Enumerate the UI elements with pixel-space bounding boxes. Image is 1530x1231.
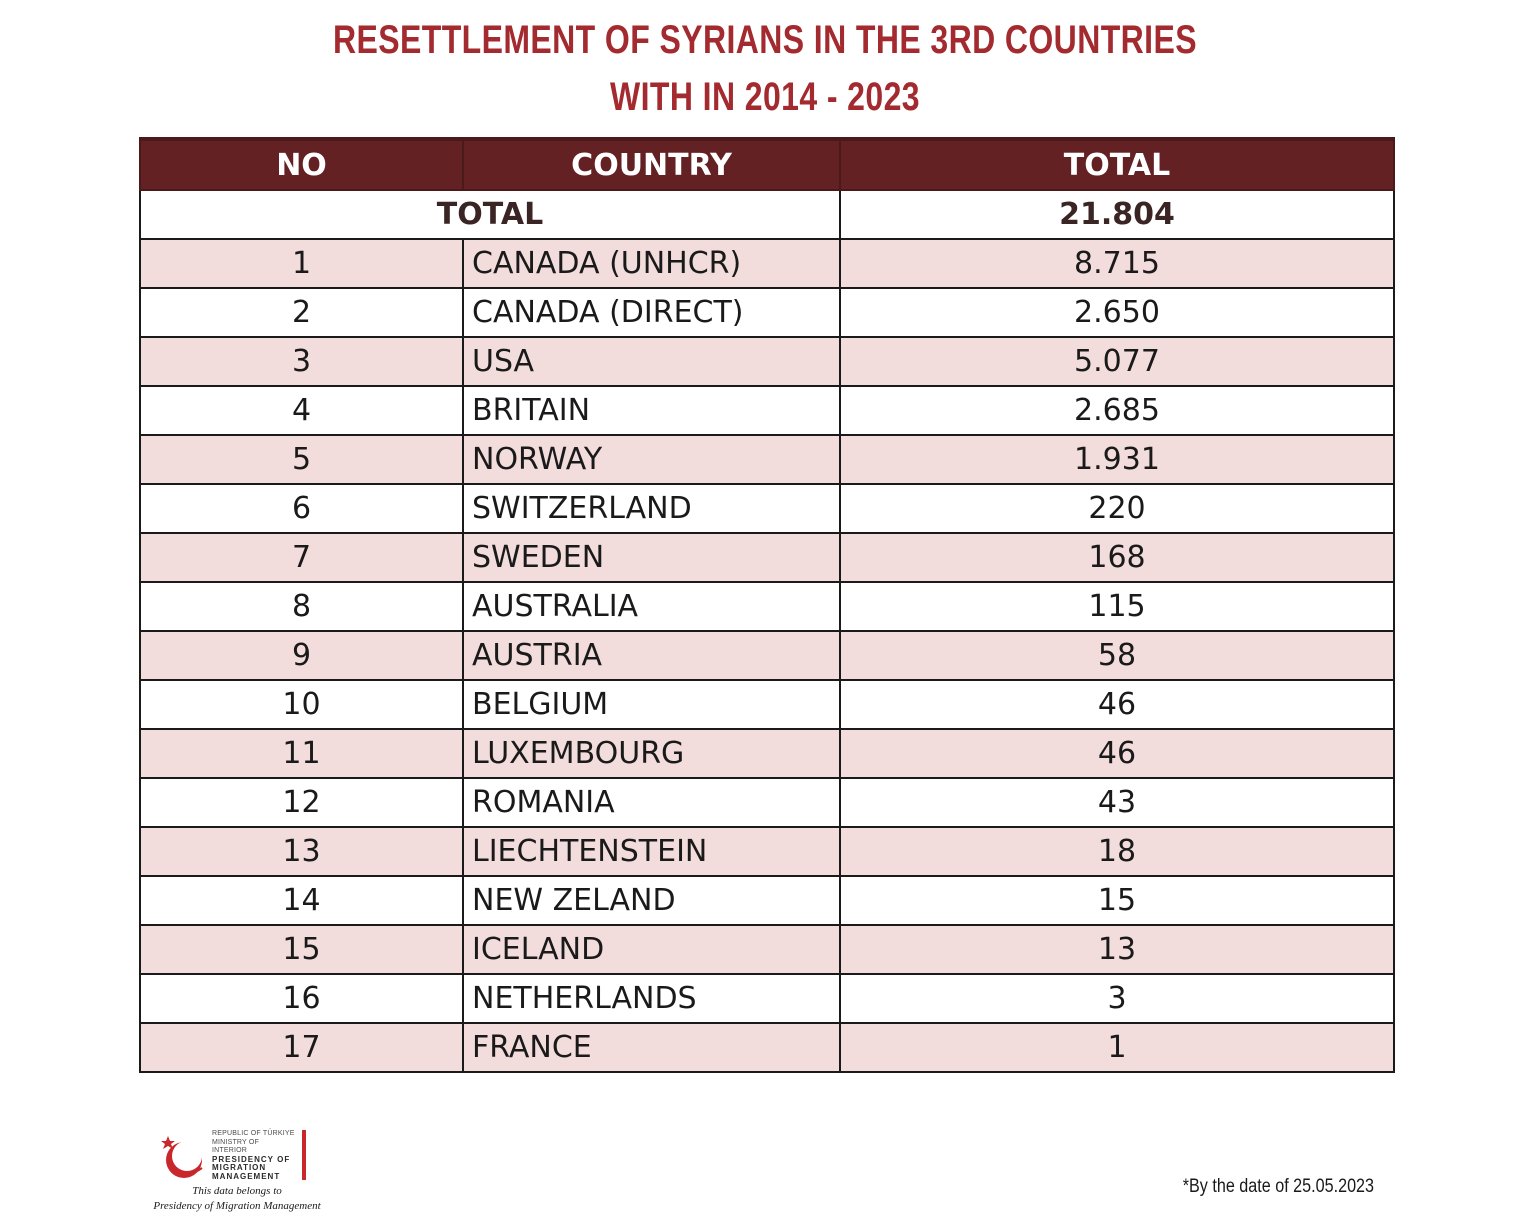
cell-total: 3 bbox=[839, 973, 1395, 1024]
table-row: 17 FRANCE 1 bbox=[139, 1022, 1395, 1073]
credit-line-1: This data belongs to bbox=[192, 1185, 282, 1197]
cell-total: 46 bbox=[839, 728, 1395, 779]
cell-total: 18 bbox=[839, 826, 1395, 877]
cell-no: 5 bbox=[139, 434, 464, 485]
cell-no: 11 bbox=[139, 728, 464, 779]
credit-line-2: Presidency of Migration Management bbox=[153, 1200, 321, 1212]
cell-total: 58 bbox=[839, 630, 1395, 681]
cell-total: 1.931 bbox=[839, 434, 1395, 485]
cell-country: ICELAND bbox=[462, 924, 841, 975]
cell-no: 15 bbox=[139, 924, 464, 975]
table-row: 12 ROMANIA 43 bbox=[139, 777, 1395, 828]
grand-total-row: TOTAL 21.804 bbox=[139, 189, 1395, 240]
cell-no: 8 bbox=[139, 581, 464, 632]
cell-total: 168 bbox=[839, 532, 1395, 583]
cell-total: 2.685 bbox=[839, 385, 1395, 436]
table-row: 11 LUXEMBOURG 46 bbox=[139, 728, 1395, 779]
resettlement-table: NO COUNTRY TOTAL TOTAL 21.804 1 CANADA (U… bbox=[139, 137, 1395, 1073]
cell-country: NORWAY bbox=[462, 434, 841, 485]
table-row: 6 SWITZERLAND 220 bbox=[139, 483, 1395, 534]
cell-total: 1 bbox=[839, 1022, 1395, 1073]
crescent-star-icon bbox=[161, 1136, 203, 1178]
cell-no: 4 bbox=[139, 385, 464, 436]
table-row: 2 CANADA (DIRECT) 2.650 bbox=[139, 287, 1395, 338]
table-row: 8 AUSTRALIA 115 bbox=[139, 581, 1395, 632]
cell-no: 12 bbox=[139, 777, 464, 828]
table-row: 1 CANADA (UNHCR) 8.715 bbox=[139, 238, 1395, 289]
date-note: *By the date of 25.05.2023 bbox=[1182, 1176, 1374, 1197]
table-row: 16 NETHERLANDS 3 bbox=[139, 973, 1395, 1024]
cell-country: NEW ZELAND bbox=[462, 875, 841, 926]
cell-country: USA bbox=[462, 336, 841, 387]
cell-country: ROMANIA bbox=[462, 777, 841, 828]
cell-no: 3 bbox=[139, 336, 464, 387]
cell-total: 13 bbox=[839, 924, 1395, 975]
header-total: TOTAL bbox=[839, 137, 1395, 191]
grand-total-value: 21.804 bbox=[839, 189, 1395, 240]
cell-country: NETHERLANDS bbox=[462, 973, 841, 1024]
cell-total: 43 bbox=[839, 777, 1395, 828]
cell-no: 1 bbox=[139, 238, 464, 289]
cell-no: 13 bbox=[139, 826, 464, 877]
cell-country: CANADA (DIRECT) bbox=[462, 287, 841, 338]
cell-no: 16 bbox=[139, 973, 464, 1024]
cell-total: 2.650 bbox=[839, 287, 1395, 338]
page-title-line-1: RESETTLEMENT OF SYRIANS IN THE 3RD COUNT… bbox=[333, 18, 1197, 62]
cell-country: AUSTRIA bbox=[462, 630, 841, 681]
cell-country: LIECHTENSTEIN bbox=[462, 826, 841, 877]
logo-divider bbox=[302, 1130, 306, 1180]
cell-country: CANADA (UNHCR) bbox=[462, 238, 841, 289]
cell-country: LUXEMBOURG bbox=[462, 728, 841, 779]
cell-total: 115 bbox=[839, 581, 1395, 632]
table-header-row: NO COUNTRY TOTAL bbox=[139, 137, 1395, 191]
logo-line-4: MIGRATION MANAGEMENT bbox=[212, 1163, 281, 1181]
table-row: 3 USA 5.077 bbox=[139, 336, 1395, 387]
cell-country: AUSTRALIA bbox=[462, 581, 841, 632]
cell-no: 7 bbox=[139, 532, 464, 583]
header-no: NO bbox=[139, 137, 464, 191]
cell-no: 9 bbox=[139, 630, 464, 681]
table-row: 7 SWEDEN 168 bbox=[139, 532, 1395, 583]
cell-total: 5.077 bbox=[839, 336, 1395, 387]
cell-total: 220 bbox=[839, 483, 1395, 534]
cell-total: 46 bbox=[839, 679, 1395, 730]
logo-line-3: PRESIDENCY OF bbox=[212, 1154, 291, 1164]
logo-line-1: REPUBLIC OF TÜRKIYE bbox=[212, 1130, 295, 1137]
logo-text: REPUBLIC OF TÜRKIYE MINISTRY OF INTERIOR… bbox=[212, 1130, 296, 1181]
table-row: 5 NORWAY 1.931 bbox=[139, 434, 1395, 485]
cell-total: 15 bbox=[839, 875, 1395, 926]
cell-no: 10 bbox=[139, 679, 464, 730]
data-credit: This data belongs to Presidency of Migra… bbox=[152, 1184, 322, 1214]
cell-no: 6 bbox=[139, 483, 464, 534]
grand-total-label: TOTAL bbox=[139, 189, 841, 240]
table-row: 10 BELGIUM 46 bbox=[139, 679, 1395, 730]
cell-no: 17 bbox=[139, 1022, 464, 1073]
table-row: 13 LIECHTENSTEIN 18 bbox=[139, 826, 1395, 877]
cell-country: BRITAIN bbox=[462, 385, 841, 436]
logo-line-2: MINISTRY OF INTERIOR bbox=[212, 1138, 260, 1155]
ministry-logo: REPUBLIC OF TÜRKIYE MINISTRY OF INTERIOR… bbox=[152, 1128, 322, 1218]
cell-country: SWEDEN bbox=[462, 532, 841, 583]
cell-country: SWITZERLAND bbox=[462, 483, 841, 534]
cell-country: BELGIUM bbox=[462, 679, 841, 730]
header-country: COUNTRY bbox=[462, 137, 841, 191]
page-title-line-2: WITH IN 2014 - 2023 bbox=[610, 75, 920, 119]
cell-no: 2 bbox=[139, 287, 464, 338]
cell-total: 8.715 bbox=[839, 238, 1395, 289]
table-row: 4 BRITAIN 2.685 bbox=[139, 385, 1395, 436]
cell-country: FRANCE bbox=[462, 1022, 841, 1073]
cell-no: 14 bbox=[139, 875, 464, 926]
table-row: 9 AUSTRIA 58 bbox=[139, 630, 1395, 681]
table-row: 14 NEW ZELAND 15 bbox=[139, 875, 1395, 926]
table-row: 15 ICELAND 13 bbox=[139, 924, 1395, 975]
